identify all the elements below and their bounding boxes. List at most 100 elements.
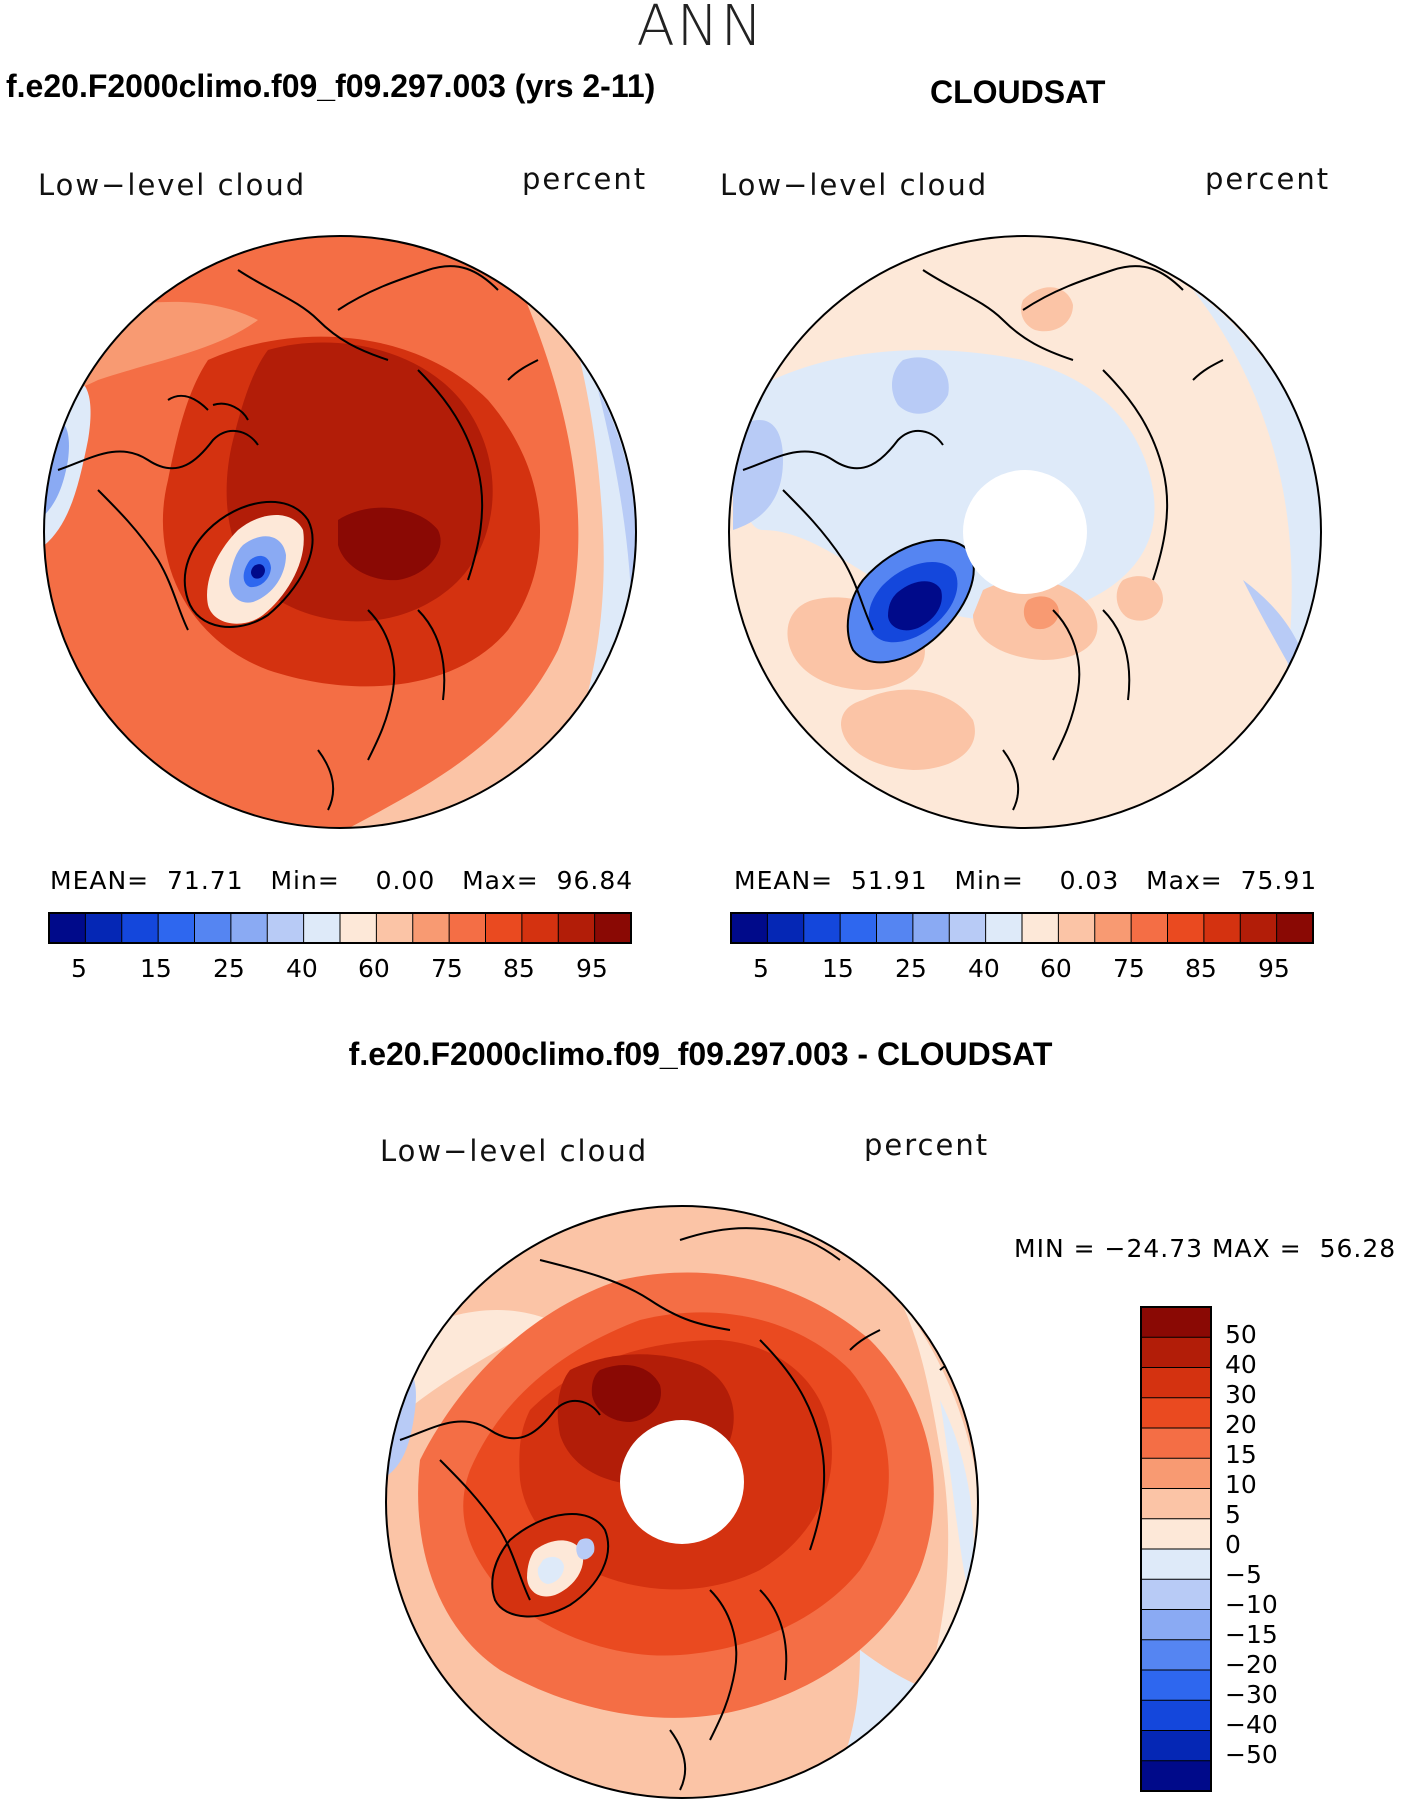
colorbar-swatch <box>876 912 914 944</box>
model-max-value: 96.84 <box>556 866 634 895</box>
colorbar-swatch <box>803 912 842 944</box>
model-cbar-tick: 85 <box>503 954 535 983</box>
colorbar-swatch <box>412 912 451 944</box>
colorbar-swatch <box>1140 1548 1212 1581</box>
diff-min-value: −24.73 <box>1104 1234 1204 1263</box>
diff-panel-title: f.e20.F2000climo.f09_f09.297.003 - CLOUD… <box>348 1036 1053 1072</box>
model-colorbar <box>48 912 632 944</box>
diff-min-label: MIN = <box>1014 1234 1096 1263</box>
diff-cbar-tick: 5 <box>1225 1500 1241 1529</box>
colorbar-swatch <box>912 912 951 944</box>
model-polar-map <box>43 235 637 829</box>
colorbar-swatch <box>1140 1336 1212 1369</box>
diff-max-value: 56.28 <box>1319 1234 1397 1263</box>
diff-cbar-tick: −20 <box>1225 1650 1278 1679</box>
colorbar-swatch <box>594 912 632 944</box>
colorbar-swatch <box>1140 1397 1212 1429</box>
colorbar-swatch <box>521 912 560 944</box>
model-mean-label: MEAN= <box>50 866 150 895</box>
diff-max-label: MAX = <box>1211 1234 1302 1263</box>
obs-max-label: Max= <box>1146 866 1223 895</box>
model-min-value: 0.00 <box>375 866 436 895</box>
colorbar-swatch <box>339 912 378 944</box>
model-variable-label: Low−level cloud <box>38 168 307 202</box>
diff-colorbar-ticks: 50 40 30 20 15 10 5 0 −5 −10 −15 −20 −30… <box>1225 1306 1345 1794</box>
obs-colorbar <box>730 912 1314 944</box>
diff-cbar-tick: 15 <box>1225 1440 1257 1469</box>
colorbar-swatch <box>84 912 123 944</box>
colorbar-swatch <box>1203 912 1242 944</box>
diff-units-label: percent <box>864 1128 990 1162</box>
colorbar-swatch <box>194 912 232 944</box>
colorbar-swatch <box>375 912 414 944</box>
colorbar-swatch <box>839 912 878 944</box>
diff-cbar-tick: 10 <box>1225 1470 1257 1499</box>
colorbar-swatch <box>303 912 341 944</box>
colorbar-swatch <box>1140 1457 1212 1490</box>
diff-cbar-tick: −40 <box>1225 1710 1278 1739</box>
diff-cbar-tick: 40 <box>1225 1350 1257 1379</box>
diff-cbar-tick: −10 <box>1225 1590 1278 1619</box>
colorbar-swatch <box>985 912 1023 944</box>
obs-cbar-tick: 15 <box>822 954 854 983</box>
colorbar-swatch <box>1140 1609 1212 1641</box>
colorbar-swatch <box>1140 1367 1212 1399</box>
colorbar-swatch <box>157 912 196 944</box>
obs-cbar-tick: 95 <box>1258 954 1290 983</box>
colorbar-swatch <box>1140 1699 1212 1732</box>
model-cbar-tick: 60 <box>358 954 390 983</box>
obs-variable-label: Low−level cloud <box>720 168 989 202</box>
colorbar-swatch <box>1276 912 1314 944</box>
model-units-label: percent <box>522 162 648 196</box>
colorbar-swatch <box>1140 1730 1212 1762</box>
colorbar-swatch <box>1239 912 1278 944</box>
diff-polar-map <box>385 1205 979 1799</box>
diff-variable-label: Low−level cloud <box>380 1134 649 1168</box>
colorbar-swatch <box>1167 912 1205 944</box>
diff-cbar-tick: 50 <box>1225 1320 1257 1349</box>
colorbar-swatch <box>1140 1578 1212 1611</box>
obs-min-value: 0.03 <box>1059 866 1120 895</box>
obs-cbar-tick: 40 <box>968 954 1000 983</box>
model-cbar-tick: 75 <box>431 954 463 983</box>
obs-cbar-tick: 75 <box>1113 954 1145 983</box>
colorbar-swatch <box>1140 1427 1212 1460</box>
colorbar-swatch <box>1140 1639 1212 1671</box>
obs-cbar-tick: 5 <box>753 954 769 983</box>
colorbar-swatch <box>230 912 269 944</box>
obs-stats: MEAN= 51.91 Min= 0.03 Max= 75.91 <box>734 866 1317 895</box>
diff-stats: MIN = −24.73 MAX = 56.28 <box>1014 1234 1396 1263</box>
colorbar-swatch <box>766 912 805 944</box>
colorbar-swatch <box>121 912 160 944</box>
model-cbar-tick: 40 <box>286 954 318 983</box>
diff-cbar-tick: 20 <box>1225 1410 1257 1439</box>
diff-colorbar <box>1140 1306 1212 1792</box>
obs-panel-title: CLOUDSAT <box>930 74 1106 110</box>
colorbar-swatch <box>1130 912 1169 944</box>
diff-cbar-tick: −30 <box>1225 1680 1278 1709</box>
obs-mean-label: MEAN= <box>734 866 834 895</box>
obs-cbar-tick: 85 <box>1185 954 1217 983</box>
obs-polar-map <box>728 235 1322 829</box>
colorbar-swatch <box>1094 912 1133 944</box>
obs-mean-value: 51.91 <box>851 866 928 895</box>
diff-cbar-tick: 30 <box>1225 1380 1257 1409</box>
obs-colorbar-ticks: 5 15 25 40 60 75 85 95 <box>730 954 1314 988</box>
obs-max-value: 75.91 <box>1240 866 1318 895</box>
model-mean-value: 71.71 <box>167 866 244 895</box>
colorbar-swatch <box>1140 1518 1212 1550</box>
obs-min-label: Min= <box>954 866 1024 895</box>
season-title: ANN <box>636 0 765 59</box>
colorbar-swatch <box>448 912 487 944</box>
model-cbar-tick: 15 <box>140 954 172 983</box>
colorbar-swatch <box>48 912 87 944</box>
colorbar-swatch <box>948 912 987 944</box>
model-max-label: Max= <box>462 866 539 895</box>
model-panel-title: f.e20.F2000climo.f09_f09.297.003 (yrs 2-… <box>6 68 656 104</box>
diff-cbar-tick: −15 <box>1225 1620 1278 1649</box>
colorbar-swatch <box>557 912 596 944</box>
model-cbar-tick: 5 <box>71 954 87 983</box>
colorbar-swatch <box>1140 1760 1212 1792</box>
colorbar-swatch <box>485 912 523 944</box>
colorbar-swatch <box>1057 912 1096 944</box>
